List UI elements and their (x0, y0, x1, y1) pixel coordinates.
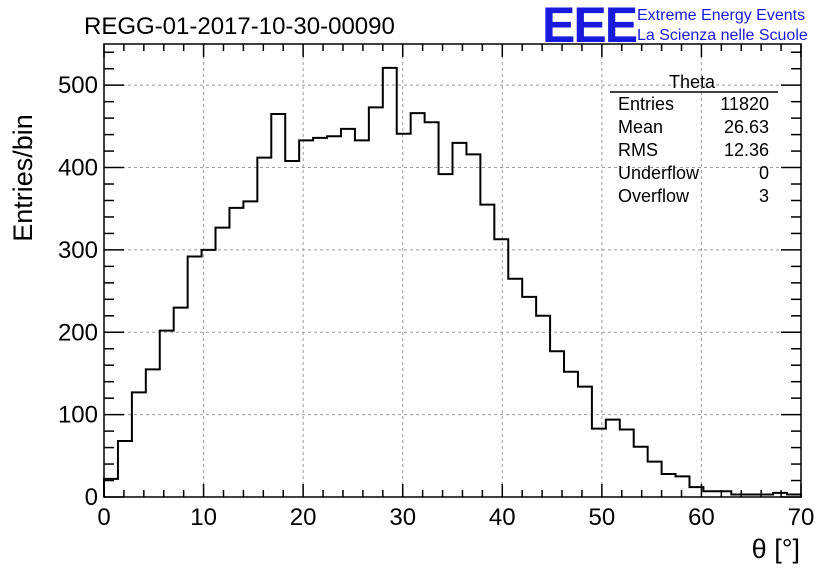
y-tick-label: 500 (58, 72, 98, 99)
stats-box: Theta Entries 11820 Mean 26.63 RMS 12.36 Under… (610, 72, 778, 206)
grid-lines (104, 44, 801, 497)
x-tick-label: 0 (97, 504, 110, 531)
y-tick-label: 400 (58, 155, 98, 182)
stats-row-label: Entries (618, 94, 674, 114)
y-tick-label: 300 (58, 237, 98, 264)
stats-row-label: Mean (618, 117, 663, 137)
stats-row-value: 3 (759, 186, 769, 206)
y-tick-label: 200 (58, 319, 98, 346)
chart-title: REGG-01-2017-10-30-00090 (84, 13, 395, 40)
stats-row-label: Underflow (618, 163, 700, 183)
stats-row-value: 0 (759, 163, 769, 183)
stats-row-label: RMS (618, 140, 658, 160)
x-tick-label: 50 (589, 504, 616, 531)
plot-frame (103, 43, 802, 498)
stats-row-value: 12.36 (724, 140, 769, 160)
eee-logo-line1: Extreme Energy Events (637, 7, 805, 24)
x-tick-label: 60 (688, 504, 715, 531)
axis-ticks (103, 44, 802, 498)
y-tick-label: 100 (58, 402, 98, 429)
histogram-outline (103, 66, 802, 497)
stats-row-value: 11820 (720, 94, 769, 114)
y-axis-label: Entries/bin (8, 114, 38, 242)
x-axis-label: θ [°] (752, 534, 800, 564)
x-tick-label: 20 (290, 504, 317, 531)
eee-logo: EEE Extreme Energy Events La Scienza nel… (542, 0, 808, 53)
x-tick-label: 70 (788, 504, 815, 531)
stats-row-value: 26.63 (724, 117, 769, 137)
stats-box-title: Theta (669, 72, 716, 92)
eee-logo-line2: La Scienza nelle Scuole (637, 27, 808, 44)
x-tick-label: 30 (389, 504, 416, 531)
x-tick-label: 40 (489, 504, 516, 531)
x-tick-label: 10 (190, 504, 217, 531)
stats-row-label: Overflow (618, 186, 690, 206)
y-tick-label: 0 (85, 484, 98, 511)
